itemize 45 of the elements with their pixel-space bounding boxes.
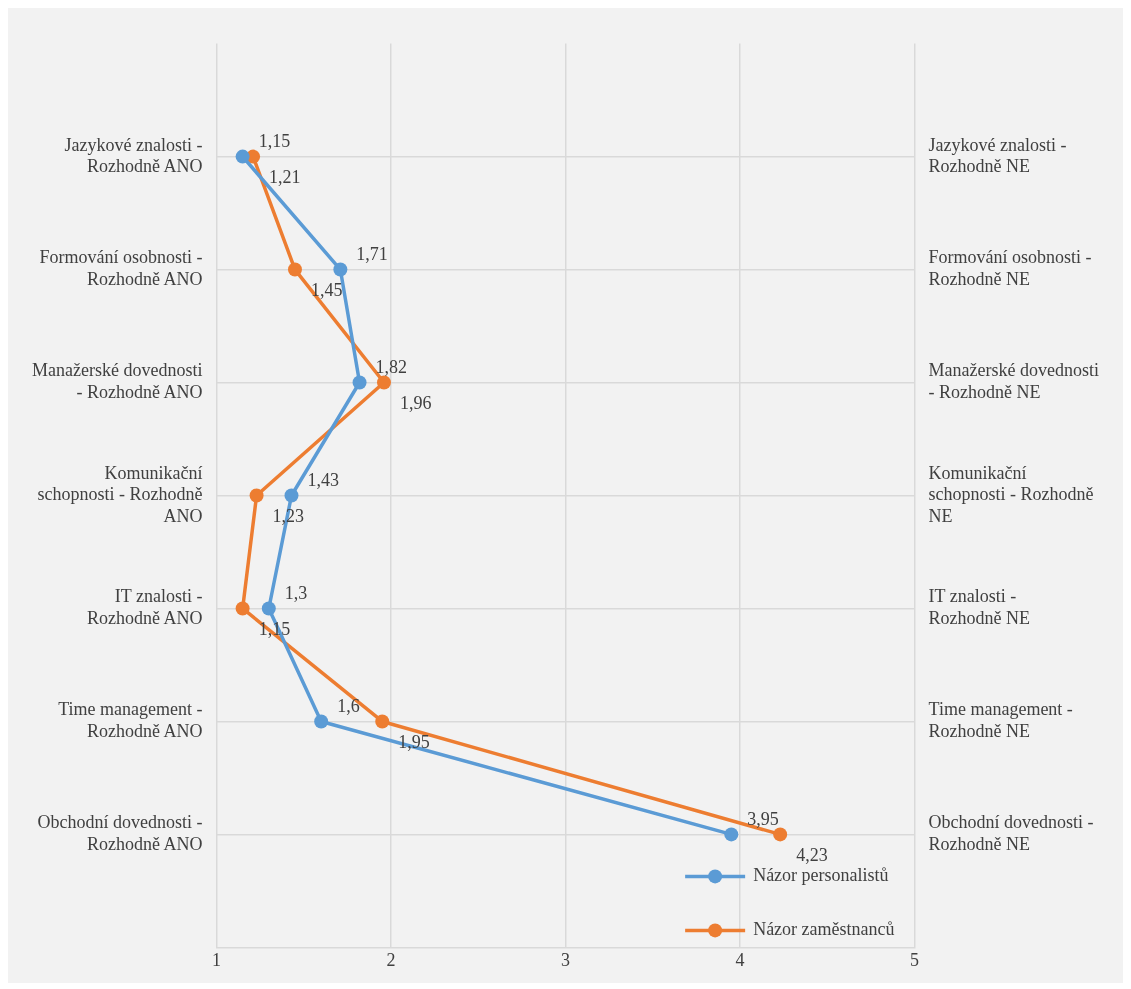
y-tick-label: IT znalosti - Rozhodně ANO xyxy=(86,586,203,629)
data-label: 1,45 xyxy=(310,280,343,301)
data-label: 1,43 xyxy=(307,470,339,491)
y2-tick-label: Komunikační schopnosti - Rozhodně NE xyxy=(928,462,1094,526)
data-label: 1,15 xyxy=(258,131,291,152)
data-label: 3,95 xyxy=(747,809,779,830)
point xyxy=(724,827,739,842)
point xyxy=(235,601,250,616)
point xyxy=(352,375,367,390)
point xyxy=(333,262,348,277)
x-tick-label: 1 xyxy=(211,949,221,970)
y2-tick-label: Formování osobnosti - Rozhodně NE xyxy=(928,247,1092,290)
y-tick-label: Formování osobnosti - Rozhodně ANO xyxy=(39,247,203,290)
y-tick-label: Obchodní dovednosti - Rozhodně ANO xyxy=(37,812,203,854)
point xyxy=(284,488,299,503)
y2-tick-label: IT znalosti - Rozhodně NE xyxy=(928,586,1031,629)
y-tick-label: Komunikační schopnosti - Rozhodně ANO xyxy=(37,462,203,526)
point xyxy=(249,488,264,503)
y-tick-label: Jazykové znalosti - Rozhodně ANO xyxy=(64,134,203,177)
x-tick-label: 2 xyxy=(386,949,396,970)
y2-tick-label: Jazykové znalosti - Rozhodně NE xyxy=(928,134,1067,177)
x-tick-label: 5 xyxy=(910,949,920,970)
point xyxy=(376,375,391,390)
point xyxy=(314,714,329,729)
point xyxy=(287,262,302,277)
y-tick-label: Time management - Rozhodně ANO xyxy=(58,699,203,741)
y2-tick-label: Manažerské dovednosti - Rozhodně NE xyxy=(928,360,1100,403)
legend-label: Názor zaměstnanců xyxy=(753,919,895,940)
data-label: 1,71 xyxy=(356,244,388,265)
y2-tick-label: Time management - Rozhodně NE xyxy=(928,699,1073,741)
data-label: 1,82 xyxy=(375,357,408,378)
x-tick-label: 3 xyxy=(561,949,570,970)
data-label: 1,6 xyxy=(337,696,360,717)
data-label: 1,96 xyxy=(399,393,432,414)
data-label: 1,3 xyxy=(284,583,308,604)
y-tick-label: Manažerské dovednosti - Rozhodně ANO xyxy=(31,360,203,403)
point xyxy=(375,714,390,729)
point xyxy=(773,827,788,842)
data-label: 1,21 xyxy=(269,167,301,188)
point xyxy=(261,601,276,616)
point xyxy=(235,149,250,164)
y2-tick-label: Obchodní dovednosti - Rozhodně NE xyxy=(928,812,1094,854)
x-tick-label: 4 xyxy=(735,949,745,970)
legend-label: Názor personalistů xyxy=(753,865,889,886)
data-label: 4,23 xyxy=(796,845,828,866)
